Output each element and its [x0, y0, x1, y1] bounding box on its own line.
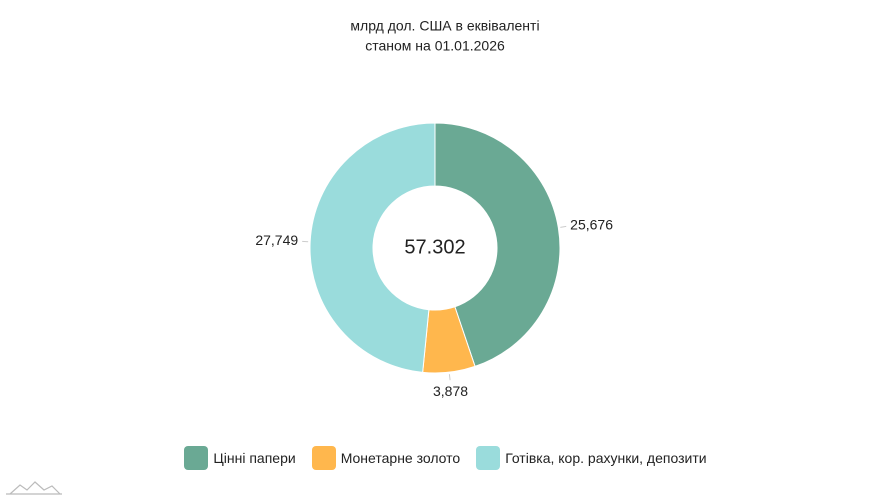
legend-swatch: [184, 446, 209, 470]
data-label: 27,749: [255, 232, 298, 248]
leader-line: [448, 374, 451, 381]
data-label: 3,878: [433, 383, 468, 399]
logo: [6, 481, 62, 495]
data-label: 25,676: [570, 216, 613, 232]
center-total: 57.302: [404, 236, 465, 258]
legend-swatch: [311, 446, 336, 470]
legend-item[interactable]: Монетарне золото: [311, 446, 461, 470]
chart-subtitle: станом на 01.01.2026: [365, 38, 505, 54]
legend-label: Цінні папери: [213, 450, 296, 466]
legend-label: Монетарне золото: [340, 450, 461, 466]
slice: [434, 122, 561, 368]
leader-line: [560, 225, 567, 228]
legend: Цінні папери Монетарне золото Готівка, кор…: [0, 446, 891, 470]
slice: [309, 122, 436, 373]
legend-swatch: [476, 446, 501, 470]
chart-title: млрд дол. США в еквіваленті: [350, 18, 539, 34]
legend-label: Готівка, кор. рахунки, депозити: [505, 450, 707, 466]
legend-item[interactable]: Цінні папери: [184, 446, 296, 470]
legend-item[interactable]: Готівка, кор. рахунки, депозити: [476, 446, 707, 470]
